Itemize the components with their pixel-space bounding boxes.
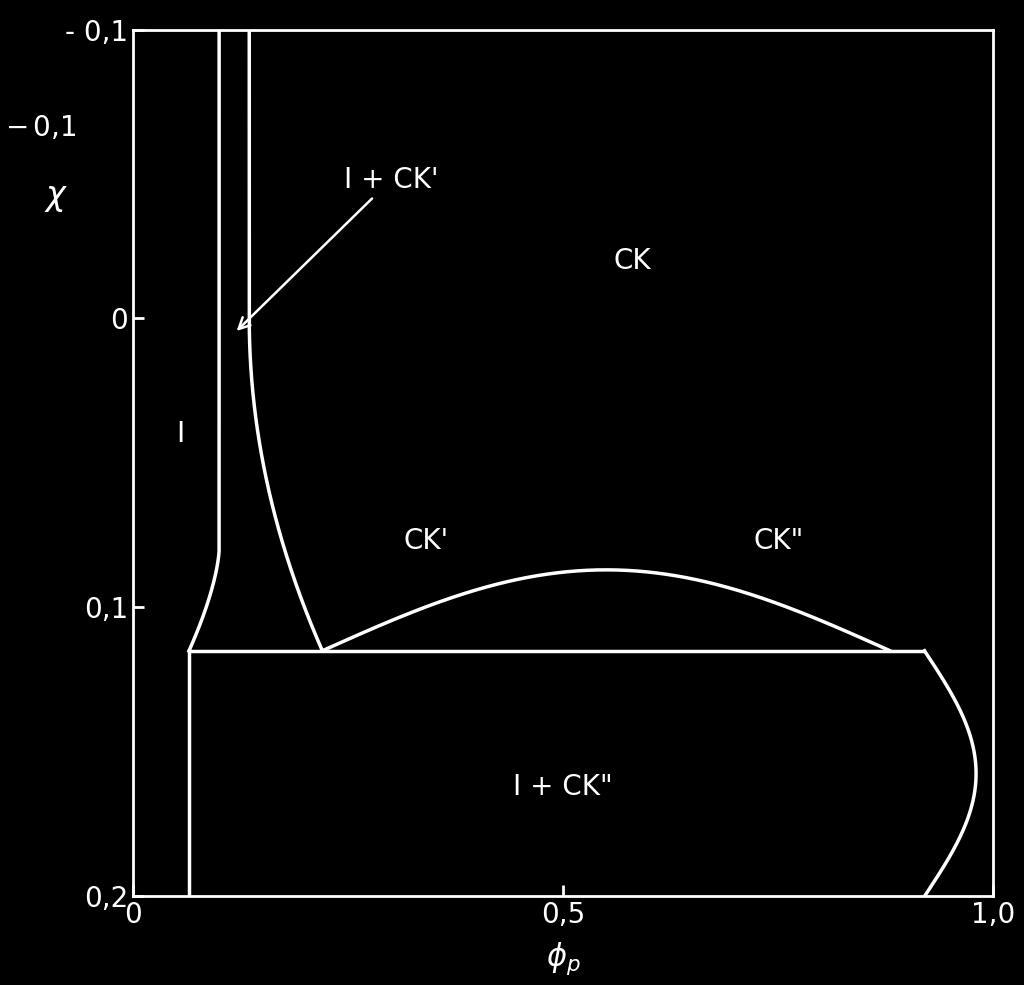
- Text: CK": CK": [753, 527, 804, 555]
- X-axis label: $\phi_p$: $\phi_p$: [546, 941, 581, 977]
- Text: CK: CK: [613, 246, 651, 275]
- Text: CK': CK': [403, 527, 449, 555]
- Text: I + CK": I + CK": [513, 772, 613, 801]
- Text: $-\,0{,}1$: $-\,0{,}1$: [5, 114, 77, 142]
- Text: I: I: [176, 420, 184, 448]
- Text: $\chi$: $\chi$: [44, 180, 69, 214]
- Text: I + CK': I + CK': [239, 165, 438, 329]
